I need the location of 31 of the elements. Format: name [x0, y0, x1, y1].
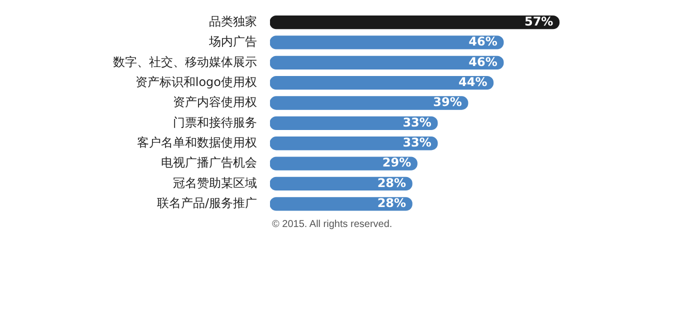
y-tick-label: 电视广播广告机会 — [161, 156, 257, 170]
y-tick-label: 资产内容使用权 — [173, 95, 257, 110]
data-label: 46% — [468, 34, 498, 49]
data-label: 33% — [402, 115, 432, 130]
y-tick-label: 联名产品/服务推广 — [156, 196, 257, 210]
data-label: 46% — [468, 54, 498, 69]
data-label: 28% — [377, 196, 406, 210]
y-tick-label: 品类独家 — [209, 14, 257, 28]
y-tick-label: 冠名赞助某区域 — [173, 176, 257, 190]
y-tick-label: 场内广告 — [208, 34, 257, 49]
data-label: 44% — [458, 74, 488, 89]
bar — [270, 36, 504, 50]
bar — [270, 136, 438, 150]
bar — [270, 76, 494, 90]
bar — [270, 116, 438, 130]
bar — [270, 156, 418, 170]
y-tick-label: 资产标识和logo使用权 — [135, 74, 257, 89]
bar — [270, 96, 468, 110]
bar — [270, 197, 412, 211]
bar — [270, 15, 560, 30]
bar — [270, 56, 504, 70]
data-label: 39% — [433, 95, 462, 110]
y-tick-label: 数字、社交、移动媒体展示 — [113, 54, 257, 69]
data-label: 57% — [524, 14, 554, 28]
text: © 2015. All rights reserved. — [272, 219, 392, 230]
data-label: 28% — [377, 176, 406, 190]
data-label: 29% — [382, 156, 412, 170]
y-tick-label: 客户名单和数据使用权 — [137, 135, 257, 150]
bar — [270, 176, 412, 191]
data-label: 33% — [402, 135, 432, 150]
y-tick-label: 门票和接待服务 — [173, 115, 257, 130]
